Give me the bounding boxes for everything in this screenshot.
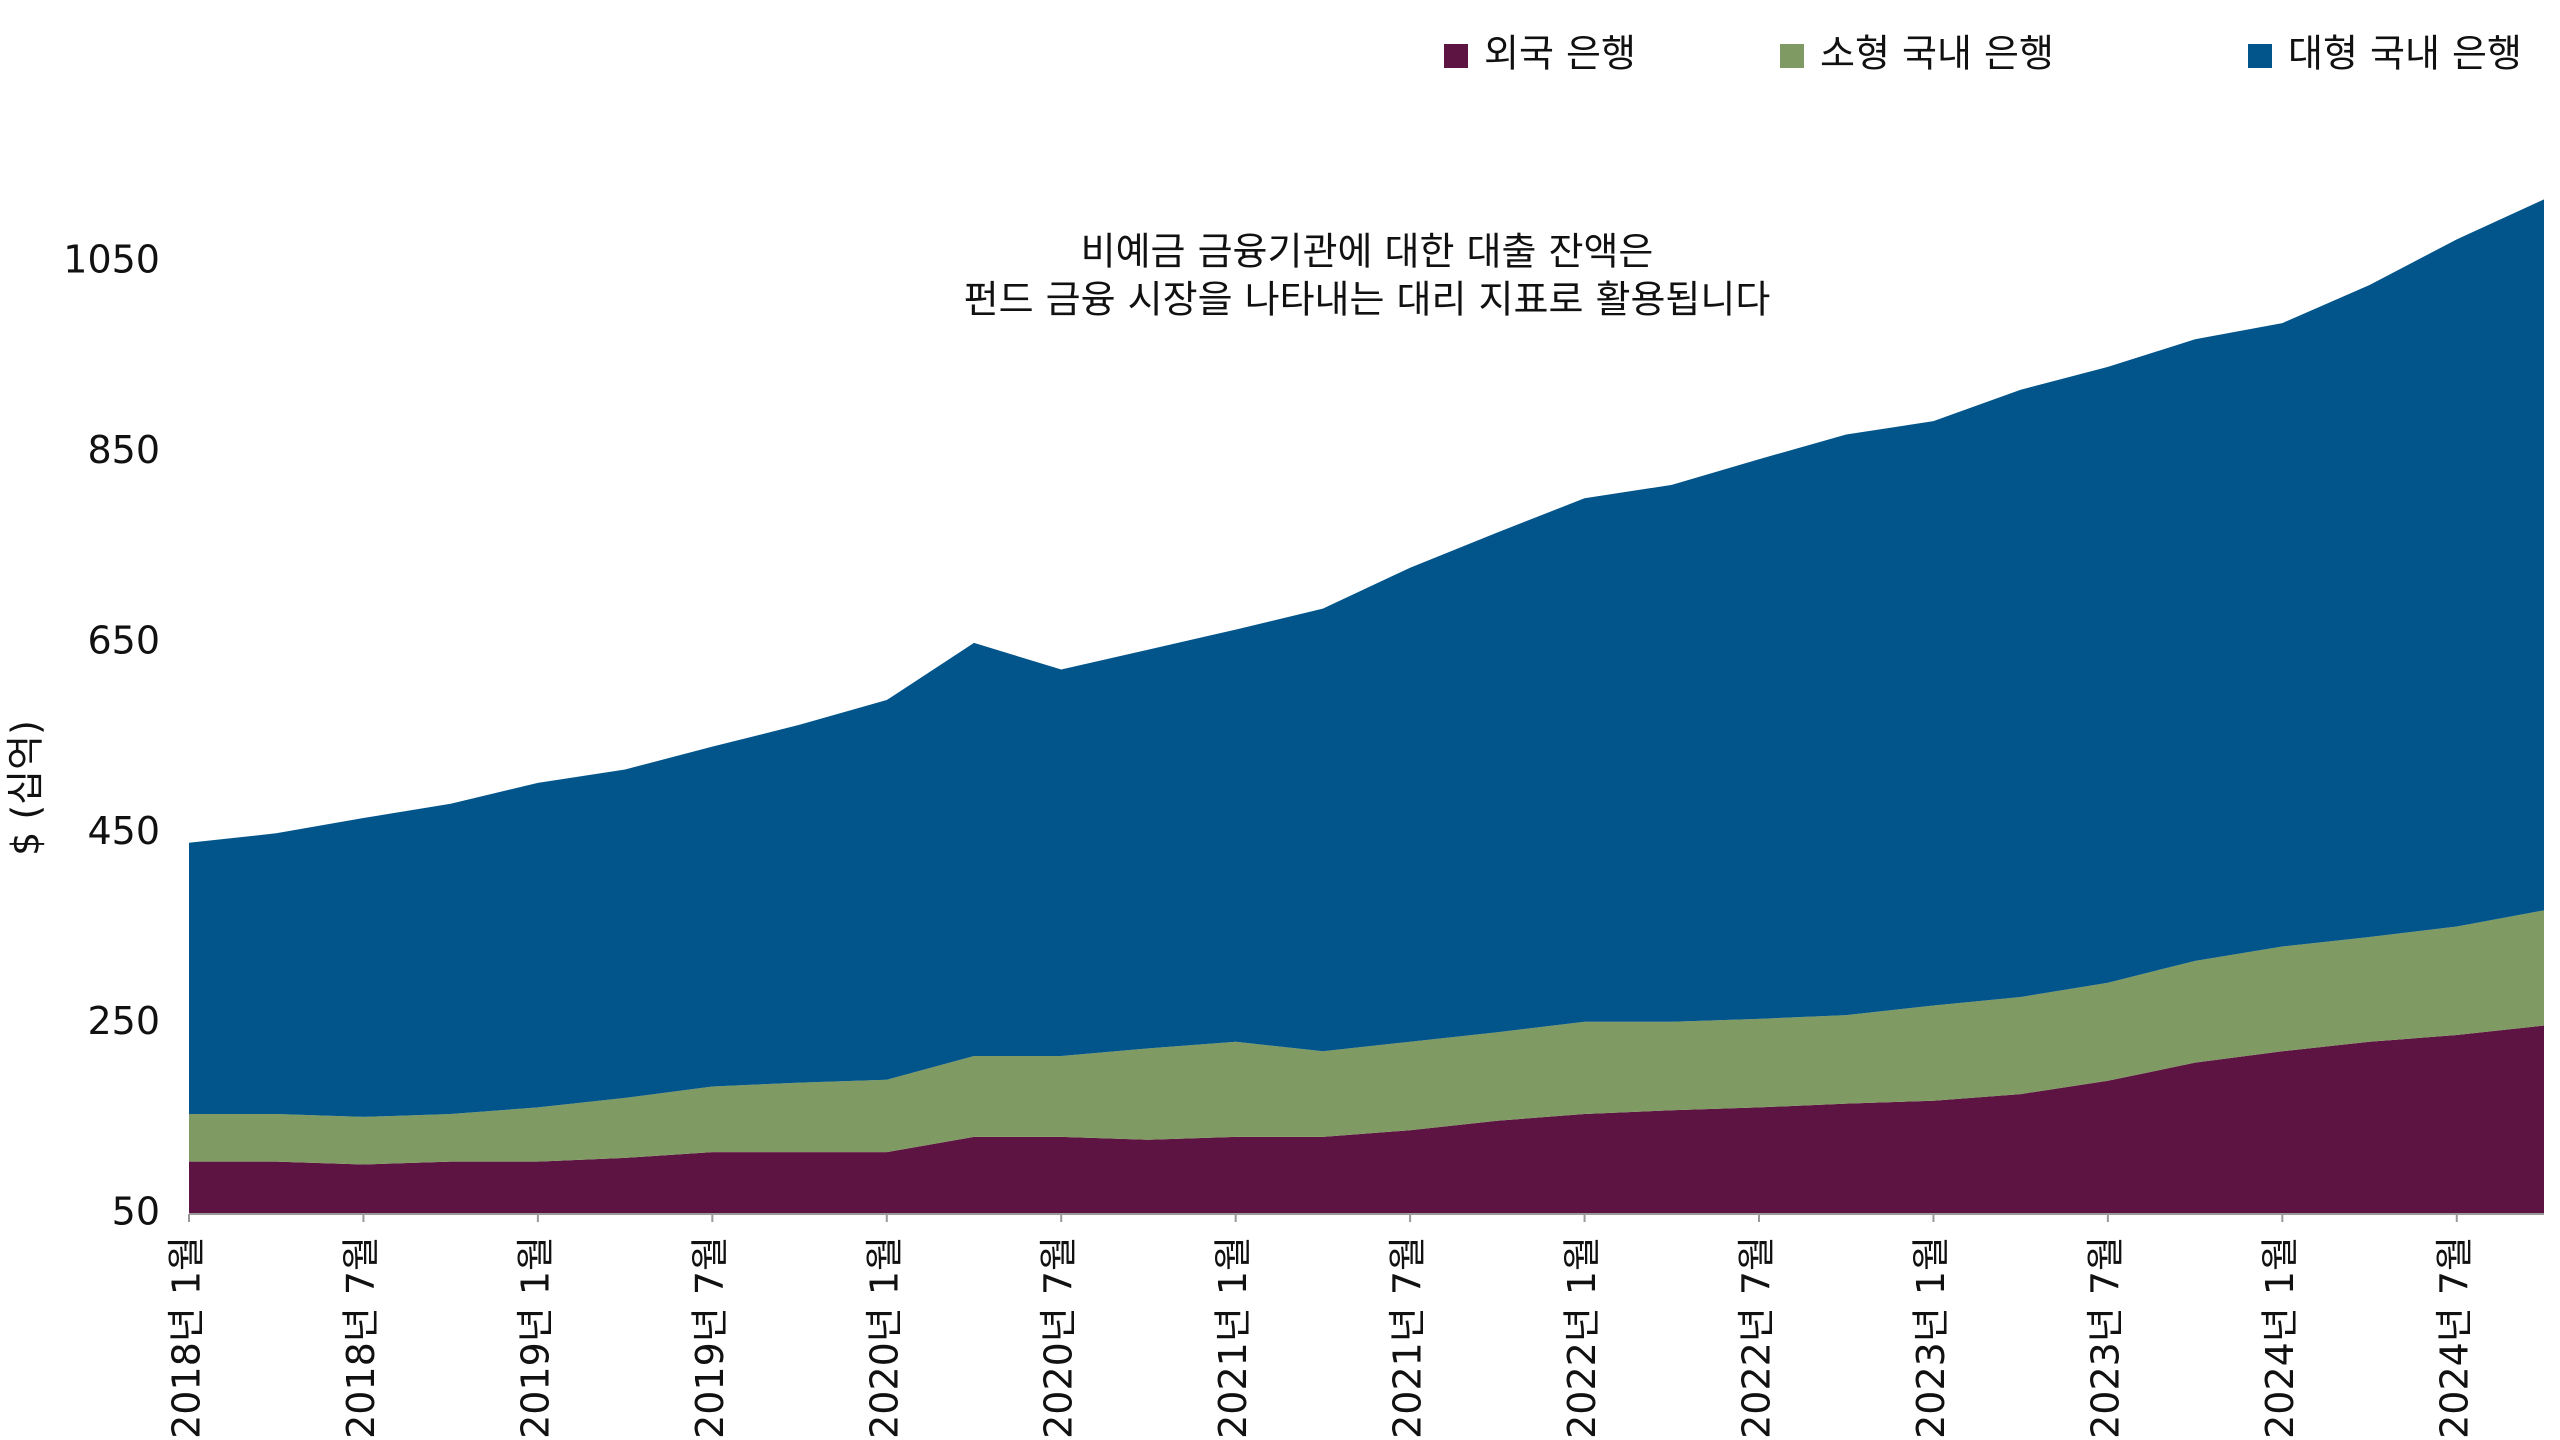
x-tick-label: 2019년 1월	[513, 1236, 557, 1439]
x-tick-label: 2022년 1월	[1560, 1236, 1604, 1439]
legend-label: 외국 은행	[1484, 32, 1636, 76]
x-tick-label: 2023년 1월	[1909, 1236, 1953, 1439]
y-tick-label: 250	[87, 999, 160, 1043]
x-tick-label: 2020년 7월	[1037, 1236, 1081, 1439]
annotation: 펀드 금융 시장을 나타내는 대리 지표로 활용됩니다	[964, 278, 1771, 322]
x-tick-label: 2023년 7월	[2083, 1236, 2127, 1439]
y-tick-label: 450	[87, 809, 160, 853]
x-tick-label: 2018년 7월	[339, 1236, 383, 1439]
y-tick-label: 650	[87, 618, 160, 662]
x-tick-label: 2019년 7월	[688, 1236, 732, 1439]
legend-label: 소형 국내 은행	[1820, 32, 2054, 76]
x-tick-label: 2021년 7월	[1386, 1236, 1430, 1439]
x-tick-label: 2022년 7월	[1735, 1236, 1779, 1439]
y-tick-label: 850	[87, 428, 160, 472]
x-tick-label: 2024년 7월	[2432, 1236, 2476, 1439]
legend-swatch	[2248, 44, 2272, 68]
x-tick-label: 2021년 1월	[1211, 1236, 1255, 1439]
x-tick-label: 2018년 1월	[165, 1236, 209, 1439]
legend-swatch	[1444, 44, 1468, 68]
y-tick-label: 1050	[63, 238, 160, 282]
legend-label: 대형 국내 은행	[2288, 32, 2522, 76]
x-tick-label: 2020년 1월	[862, 1236, 906, 1439]
area	[189, 910, 2544, 1165]
annotation: 비예금 금융기관에 대한 대출 잔액은	[1081, 230, 1654, 274]
y-axis-label: $ (십억)	[4, 720, 48, 856]
area	[189, 199, 2544, 1117]
area	[189, 1025, 2544, 1214]
legend-swatch	[1780, 44, 1804, 68]
x-tick-label: 2024년 1월	[2258, 1236, 2302, 1439]
y-tick-label: 50	[112, 1190, 160, 1234]
